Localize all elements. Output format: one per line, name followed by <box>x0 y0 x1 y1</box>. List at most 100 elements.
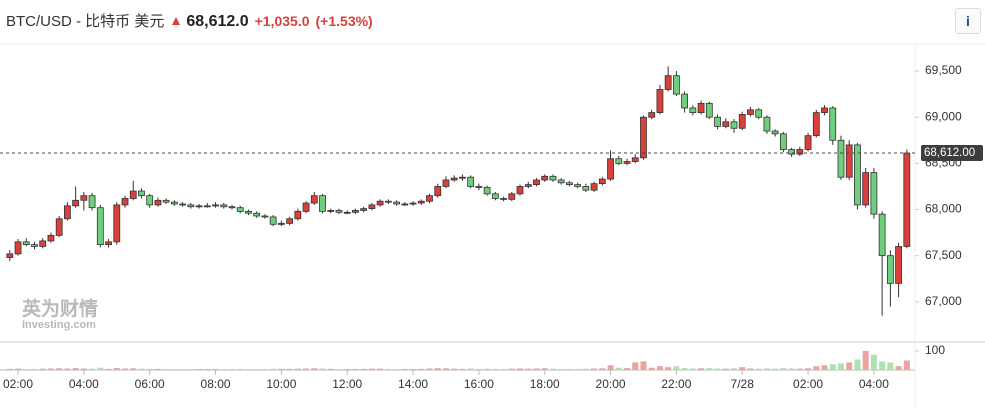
candle-body <box>319 195 326 212</box>
volume-bar <box>122 368 129 370</box>
candle-body <box>837 139 845 178</box>
candle-body <box>409 202 417 205</box>
candle-body <box>80 195 88 201</box>
volume-bar <box>566 368 573 370</box>
candle-body <box>286 218 293 224</box>
candle-body <box>6 253 14 258</box>
candle-body <box>228 206 236 209</box>
volume-bar <box>821 365 828 370</box>
candle-body <box>681 93 689 109</box>
volume-bar <box>245 369 252 370</box>
volume-bar <box>72 368 79 370</box>
volume-bar <box>549 368 556 370</box>
candle-body <box>516 186 524 195</box>
candle-body <box>804 135 812 150</box>
candle-body <box>105 241 112 246</box>
info-button[interactable]: i <box>955 8 981 34</box>
candle-body <box>623 161 631 164</box>
candle-body <box>607 158 614 180</box>
candle-body <box>500 198 507 200</box>
candle-body <box>203 205 211 208</box>
volume-bar <box>755 368 762 370</box>
candle-body <box>475 186 483 188</box>
candle-body <box>722 121 730 127</box>
candle-body <box>557 179 565 184</box>
candle-body <box>755 109 763 118</box>
candle-body <box>426 195 433 202</box>
x-tick-label: 20:00 <box>596 377 626 391</box>
x-tick-label: 04:00 <box>859 377 889 391</box>
candle-body <box>39 240 47 247</box>
volume-bar <box>796 368 803 370</box>
candle-body <box>146 195 154 206</box>
volume-bar <box>780 368 787 370</box>
volume-bar <box>344 369 351 370</box>
candle-body <box>771 130 779 135</box>
candle-body <box>895 246 902 284</box>
volume-bar <box>15 368 22 370</box>
volume-bar <box>648 367 655 370</box>
change: +1,035.0 <box>254 13 310 29</box>
volume-bar <box>23 369 30 370</box>
volume-bar <box>163 369 170 370</box>
y-tick-label: 69,500 <box>925 63 962 77</box>
volume-bar <box>368 368 375 370</box>
volume-bar <box>196 369 203 370</box>
candle-body <box>170 201 178 205</box>
volume-bar <box>393 369 400 370</box>
candle-body <box>393 201 400 205</box>
volume-bar <box>698 368 705 370</box>
volume-bar <box>327 368 334 370</box>
volume-bar <box>681 368 688 370</box>
candle-body <box>730 121 738 129</box>
volume-bar <box>39 368 46 370</box>
volume-bar <box>237 368 244 370</box>
candle-body <box>376 200 384 206</box>
candle-body <box>648 112 656 118</box>
watermark-cn: 英为财情 <box>22 297 98 320</box>
candle-body <box>533 179 540 185</box>
volume-bar <box>591 368 598 370</box>
volume-bar <box>212 369 219 370</box>
volume-bar <box>517 368 524 370</box>
volume-bar <box>319 368 326 370</box>
volume-bar <box>311 368 318 370</box>
volume-bar <box>706 368 713 370</box>
x-tick-label: 06:00 <box>135 377 165 391</box>
candle-body <box>615 158 623 164</box>
candle-body <box>47 234 55 242</box>
candle-body <box>590 183 598 191</box>
candle-body <box>417 200 425 204</box>
candle-body <box>245 210 252 214</box>
candle-body <box>467 176 475 187</box>
candle-body <box>821 107 828 113</box>
x-tick-label: 02:00 <box>793 377 823 391</box>
volume-bar <box>624 368 631 370</box>
candle-body <box>524 184 532 187</box>
volume-bar <box>401 369 408 370</box>
y-tick-label: 69,000 <box>925 109 962 123</box>
volume-bar <box>813 366 820 370</box>
candle-body <box>903 152 911 247</box>
volume-bar <box>6 368 13 370</box>
volume-bar <box>500 369 507 370</box>
volume-bar <box>31 368 38 370</box>
volume-bar <box>714 368 721 370</box>
candle-body <box>631 157 639 162</box>
x-tick-label: 16:00 <box>464 377 494 391</box>
y-tick-label: 67,000 <box>925 294 962 308</box>
y2-tick-label: 100 <box>925 343 945 357</box>
candle-body <box>656 89 664 113</box>
volume-bar <box>689 368 696 370</box>
candle-body <box>129 190 137 199</box>
volume-bar <box>525 368 532 370</box>
candle-body <box>236 207 244 212</box>
candle-body <box>672 75 680 95</box>
candle-body <box>450 177 458 181</box>
volume-bar <box>805 368 812 370</box>
volume-bar <box>97 367 104 370</box>
volume-bar <box>426 368 433 370</box>
volume-bar <box>138 368 145 370</box>
volume-bar <box>903 360 910 370</box>
volume-bar <box>335 369 342 370</box>
